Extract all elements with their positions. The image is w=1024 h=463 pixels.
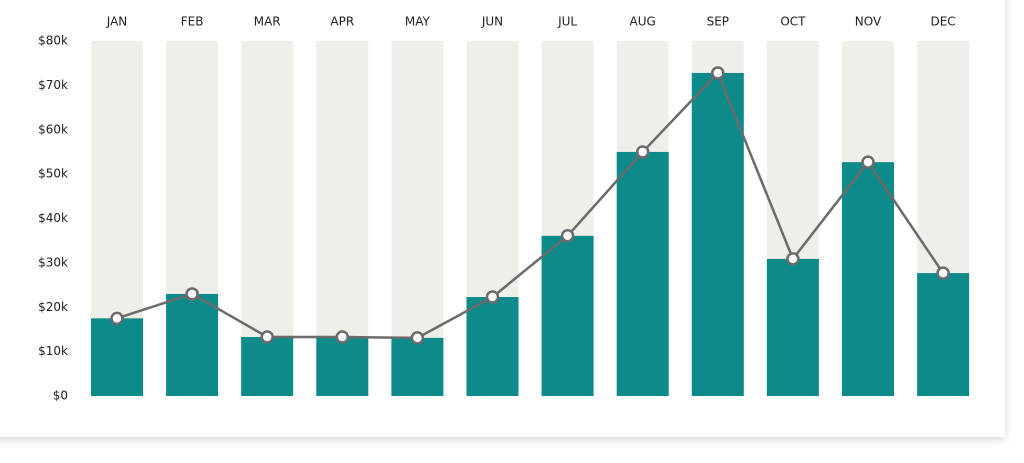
bar (917, 273, 970, 396)
line-point (410, 331, 425, 345)
x-tick-label: JAN (106, 15, 128, 29)
x-tick-label: NOV (855, 15, 882, 29)
line-point (485, 290, 500, 304)
y-tick-label: $60k (38, 122, 68, 136)
bar (691, 72, 744, 396)
line-point (786, 252, 800, 266)
y-tick-label: $30k (38, 255, 68, 269)
x-tick-label: DEC (930, 15, 955, 29)
y-tick-label: $80k (38, 34, 68, 48)
line-point (936, 266, 950, 280)
x-tick-label: JUL (557, 15, 577, 29)
bar (166, 293, 219, 396)
y-tick-label: $0 (53, 389, 68, 403)
bar (391, 337, 444, 396)
line-point (560, 229, 575, 243)
line-point (635, 145, 650, 159)
trend-line (116, 70, 945, 340)
x-tick-label: SEP (707, 15, 729, 29)
x-tick-label: APR (330, 15, 354, 29)
y-tick-label: $20k (38, 300, 68, 314)
bar (91, 318, 143, 396)
line-point (861, 155, 875, 169)
y-tick-label: $50k (38, 167, 68, 181)
line-point (711, 66, 725, 80)
bar (766, 258, 819, 396)
line-point (335, 330, 350, 344)
bar (541, 235, 594, 396)
x-tick-label: OCT (780, 15, 806, 29)
line-point (185, 287, 199, 301)
line-point (260, 330, 274, 344)
bar (241, 336, 294, 396)
y-tick-label: $70k (38, 78, 68, 92)
x-tick-label: AUG (630, 15, 656, 29)
x-tick-label: MAY (405, 15, 431, 29)
bar (316, 336, 369, 396)
bar (616, 151, 669, 396)
bar (466, 297, 519, 396)
y-tick-label: $40k (38, 211, 68, 225)
x-tick-label: JUN (481, 15, 503, 29)
bar (842, 162, 894, 396)
x-tick-label: MAR (254, 15, 281, 29)
y-tick-label: $10k (38, 344, 68, 358)
line-point (110, 311, 124, 326)
x-tick-label: FEB (181, 15, 204, 29)
